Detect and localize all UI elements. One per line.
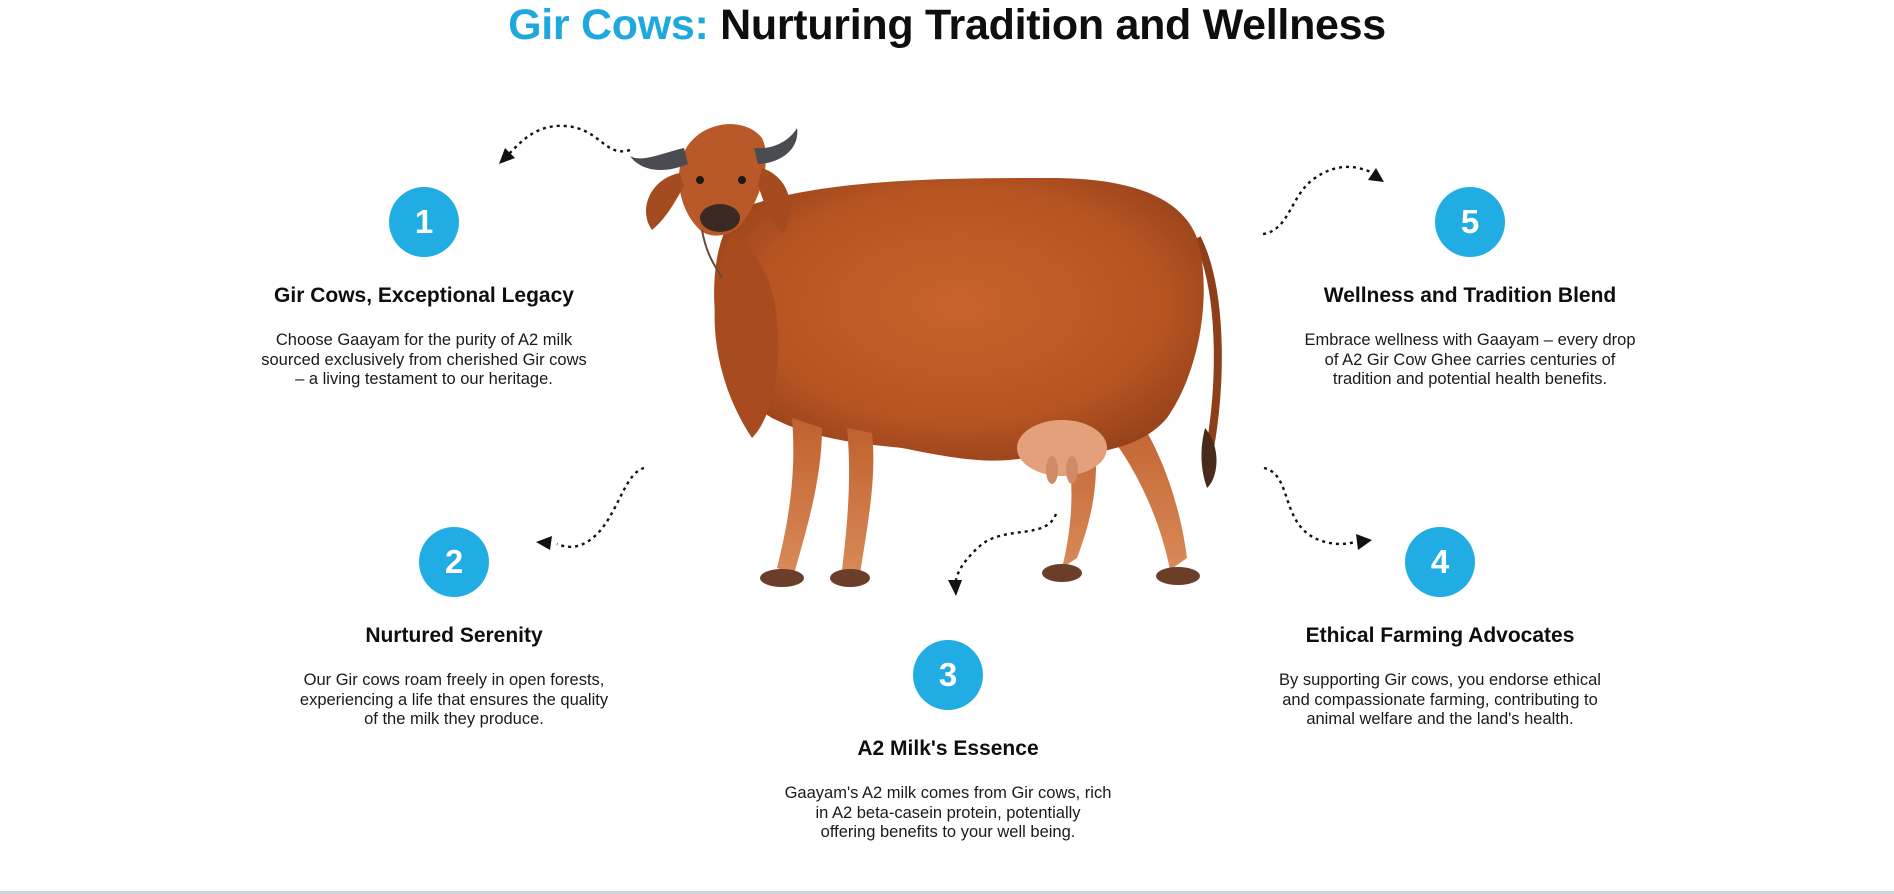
feature-title-4: Ethical Farming Advocates: [1305, 624, 1575, 647]
feature-5: 5 Wellness and Tradition Blend Embrace w…: [1280, 187, 1660, 390]
feature-desc-line: Embrace wellness with Gaayam – every dro…: [1304, 331, 1636, 349]
feature-desc-5: Embrace wellness with Gaayam – every dro…: [1290, 331, 1650, 390]
feature-4: 4 Ethical Farming Advocates By supportin…: [1250, 527, 1630, 730]
curved-dotted-arrow-icon: [499, 124, 631, 164]
feature-desc-line: offering benefits to your well being.: [820, 823, 1076, 841]
gir-cow-image: [622, 118, 1232, 604]
number-badge-2: 2: [419, 527, 489, 597]
curved-dotted-arrow-icon: [948, 513, 1058, 596]
feature-desc-line: of the milk they produce.: [364, 710, 544, 728]
feature-desc-line: Our Gir cows roam freely in open forests…: [303, 671, 605, 689]
number-badge-5: 5: [1435, 187, 1505, 257]
curved-dotted-arrow-icon: [1262, 165, 1384, 236]
title-rest: Nurturing Tradition and Wellness: [720, 1, 1386, 49]
number-badge-3: 3: [913, 640, 983, 710]
feature-title-1: Gir Cows, Exceptional Legacy: [274, 284, 574, 307]
feature-3: 3 A2 Milk's Essence Gaayam's A2 milk com…: [758, 640, 1138, 843]
feature-desc-line: sourced exclusively from cherished Gir c…: [261, 350, 587, 369]
feature-desc-2: Our Gir cows roam freely in open forests…: [274, 671, 634, 730]
feature-desc-line: in A2 beta-casein protein, potentially: [815, 803, 1081, 822]
feature-1: 1 Gir Cows, Exceptional Legacy Choose Ga…: [234, 187, 614, 390]
feature-desc-line: tradition and potential health benefits.: [1332, 370, 1608, 388]
curved-dotted-arrow-icon: [1263, 466, 1372, 550]
feature-2: 2 Nurtured Serenity Our Gir cows roam fr…: [264, 527, 644, 730]
feature-desc-4: By supporting Gir cows, you endorse ethi…: [1260, 671, 1620, 730]
feature-title-3: A2 Milk's Essence: [857, 737, 1039, 760]
number-badge-1: 1: [389, 187, 459, 257]
feature-desc-line: Choose Gaayam for the purity of A2 milk: [275, 331, 573, 349]
feature-desc-line: By supporting Gir cows, you endorse ethi…: [1279, 671, 1601, 689]
feature-desc-line: animal welfare and the land's health.: [1306, 710, 1574, 728]
feature-desc-1: Choose Gaayam for the purity of A2 milk …: [244, 331, 604, 390]
feature-desc-line: experiencing a life that ensures the qua…: [299, 690, 609, 709]
feature-desc-line: and compassionate farming, contributing …: [1282, 690, 1598, 709]
bottom-divider: [0, 891, 1894, 894]
feature-title-5: Wellness and Tradition Blend: [1323, 284, 1617, 307]
page-title: Gir Cows: Nurturing Tradition and Wellne…: [0, 0, 1894, 50]
feature-desc-line: Gaayam's A2 milk comes from Gir cows, ri…: [784, 784, 1112, 802]
title-accent: Gir Cows:: [508, 1, 709, 49]
feature-desc-3: Gaayam's A2 milk comes from Gir cows, ri…: [768, 784, 1128, 843]
curved-dotted-arrow-icon: [536, 466, 645, 550]
number-badge-4: 4: [1405, 527, 1475, 597]
feature-desc-line: of A2 Gir Cow Ghee carries centuries of: [1324, 350, 1616, 369]
feature-title-2: Nurtured Serenity: [365, 624, 543, 647]
feature-desc-line: – a living testament to our heritage.: [295, 370, 553, 388]
